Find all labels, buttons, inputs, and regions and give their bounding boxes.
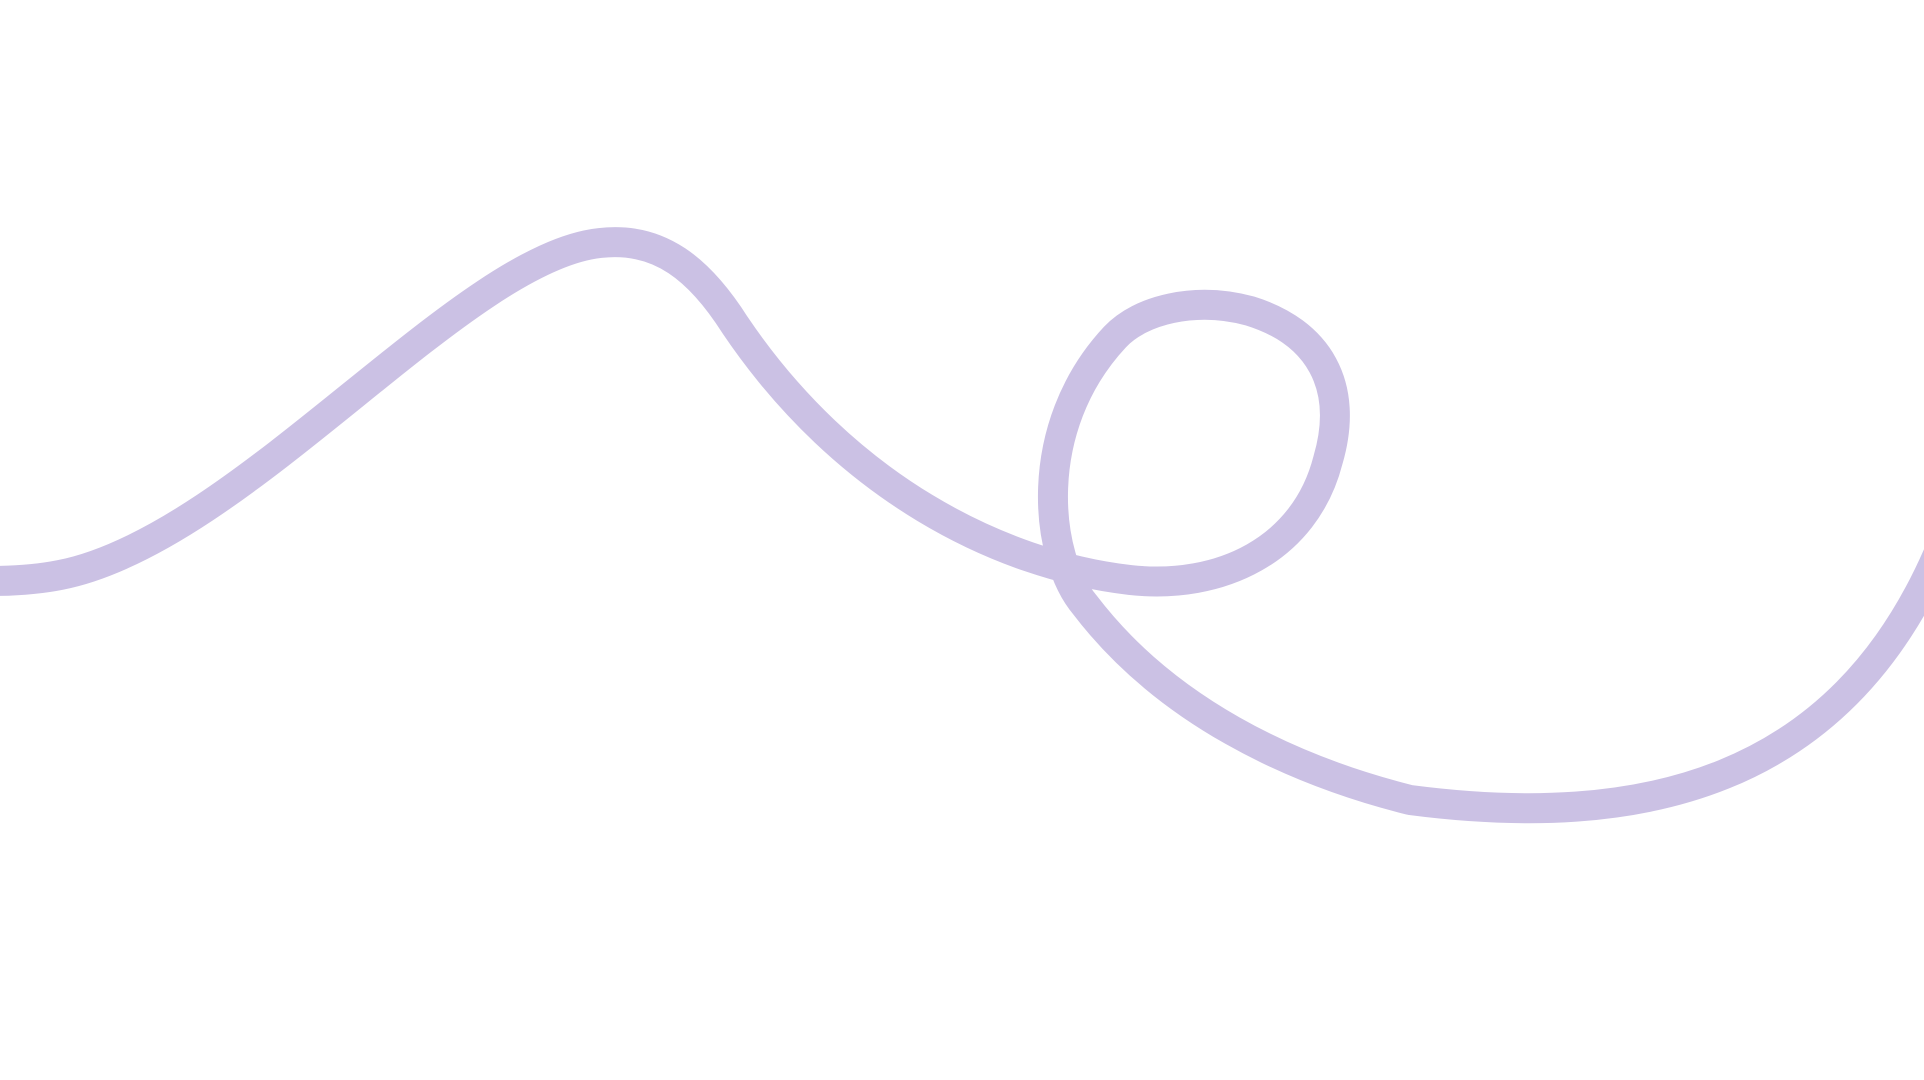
squiggle-line (0, 227, 1924, 824)
